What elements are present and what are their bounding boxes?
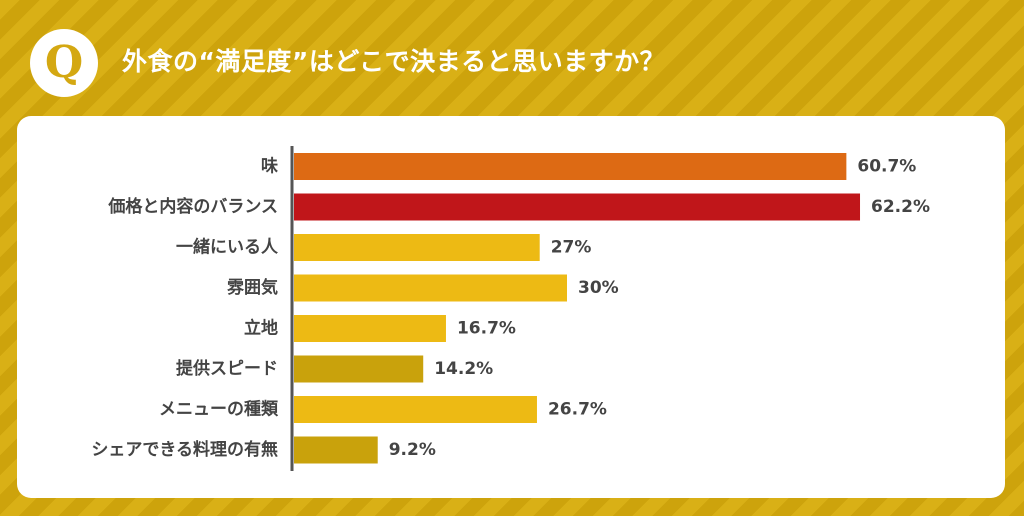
- category-label: 味: [261, 156, 278, 177]
- category-label: 立地: [244, 318, 278, 339]
- category-label: メニューの種類: [159, 399, 279, 420]
- bar-chart: 味 60.7% 価格と内容のバランス 62.2% 一緒にいる人 27% 雰囲気 30% 立地 16…: [91, 146, 930, 471]
- header: Q 外食の“満足度”はどこで決まると思いますか？: [0, 0, 1024, 115]
- bar: [294, 274, 567, 302]
- bar: [294, 193, 861, 221]
- q-letter: Q: [44, 37, 84, 88]
- category-label: シェアできる料理の有無: [91, 439, 278, 460]
- value-label: 62.2%: [871, 197, 930, 217]
- bar: [294, 355, 424, 383]
- category-label: 提供スピード: [176, 358, 278, 379]
- value-label: 30%: [578, 278, 619, 298]
- bar: [294, 315, 446, 342]
- bar: [294, 234, 540, 261]
- category-label: 雰囲気: [227, 277, 278, 298]
- category-label: 一緒にいる人: [176, 237, 279, 258]
- chart-card: 味 60.7% 価格と内容のバランス 62.2% 一緒にいる人 27% 雰囲気 30% 立地 16…: [17, 116, 1005, 498]
- value-label: 14.2%: [434, 359, 493, 379]
- value-label: 60.7%: [857, 157, 916, 177]
- category-label: 価格と内容のバランス: [107, 196, 278, 217]
- q-badge: Q: [30, 29, 98, 97]
- page-title: 外食の“満足度”はどこで決まると思いますか？: [122, 47, 666, 76]
- value-label: 9.2%: [389, 440, 436, 460]
- value-label: 16.7%: [457, 319, 516, 339]
- bar: [294, 396, 537, 423]
- bar: [294, 436, 378, 464]
- bar: [294, 153, 847, 180]
- value-label: 27%: [551, 238, 592, 258]
- value-label: 26.7%: [548, 400, 607, 420]
